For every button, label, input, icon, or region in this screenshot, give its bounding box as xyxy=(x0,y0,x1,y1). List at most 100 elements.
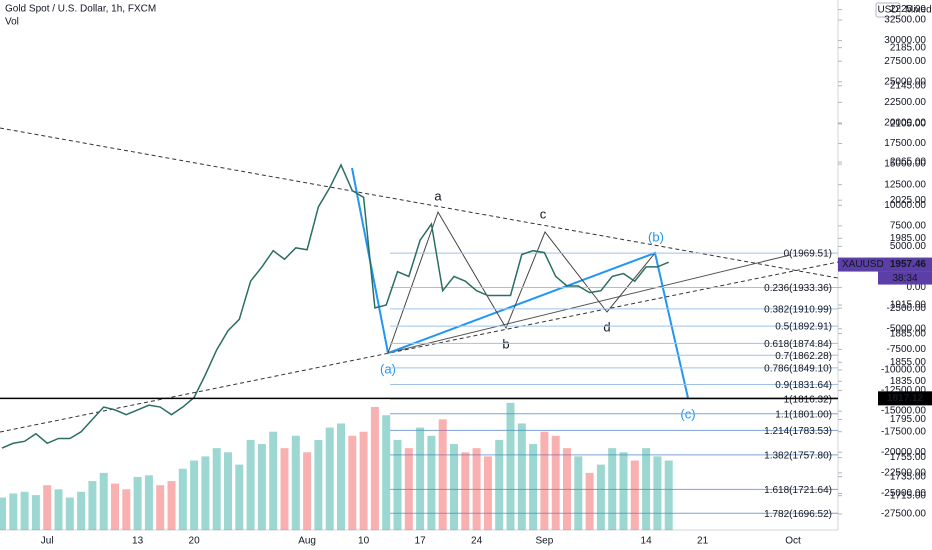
wave-label: d xyxy=(603,319,610,334)
volume-bar xyxy=(427,435,436,530)
y-tick-label: 2025.00 xyxy=(890,195,927,206)
x-tick-label: Oct xyxy=(785,536,801,547)
y-tick-label: 1855.00 xyxy=(890,357,927,368)
volume-bar xyxy=(133,476,142,530)
fib-label: 0.618(1874.84) xyxy=(764,339,832,350)
currency-label: USD xyxy=(877,5,898,16)
volume-bar xyxy=(280,448,289,530)
wave-label: (a) xyxy=(380,361,396,376)
fib-label: 1.214(1783.53) xyxy=(764,426,832,437)
volume-bar xyxy=(291,435,300,530)
fib-label: 0.5(1892.91) xyxy=(775,322,832,333)
volume-bar xyxy=(664,460,673,530)
x-tick-label: 20 xyxy=(189,536,201,547)
volume-bar xyxy=(9,493,18,530)
y-tick-label: 2065.00 xyxy=(890,157,927,168)
wave-label: (b) xyxy=(648,229,664,244)
volume-bar xyxy=(382,415,391,530)
fib-label: 0.236(1933.36) xyxy=(764,283,832,294)
x-tick-label: Aug xyxy=(298,536,316,547)
volume-bar xyxy=(450,444,458,530)
y-tick-label: 1715.00 xyxy=(890,490,927,501)
fib-label: 1.1(1801.00) xyxy=(775,409,832,420)
volume-bar xyxy=(551,435,560,530)
countdown-badge xyxy=(878,271,932,285)
y2-tick-label: 15000.00 xyxy=(884,159,926,170)
volume-bar xyxy=(246,439,255,530)
countdown-label: 38:34 xyxy=(892,273,917,284)
volume-bar xyxy=(619,452,628,530)
last-price-label: 1957.46 xyxy=(890,259,927,270)
fib-label: 1(1816.32) xyxy=(784,395,832,406)
volume-bar xyxy=(563,448,571,530)
symbol-badge xyxy=(838,257,932,272)
volume-bar xyxy=(224,452,232,530)
x-tick-label: 17 xyxy=(415,536,427,547)
symbol-label: XAUUSD xyxy=(842,259,884,270)
y2-tick-label: -12500.00 xyxy=(881,385,926,396)
volume-bar xyxy=(54,489,63,530)
indicator-label: Vol xyxy=(5,17,19,28)
price-line xyxy=(1,163,669,449)
chart-title: Gold Spot / U.S. Dollar, 1h, FXCM xyxy=(5,4,156,15)
volume-bar xyxy=(472,448,481,530)
y2-tick-label: -20000.00 xyxy=(881,447,926,458)
fib-label: 0.786(1849.10) xyxy=(764,363,832,374)
volume-bar xyxy=(99,472,108,530)
y-tick-label: 2225.00 xyxy=(890,4,927,15)
x-tick-label: Jul xyxy=(41,536,54,547)
volume-bar xyxy=(416,427,425,530)
y-tick-label: 1835.00 xyxy=(890,376,927,387)
volume-bar xyxy=(574,456,583,530)
volume-bar xyxy=(461,452,470,530)
scale-mode[interactable]: Mixed xyxy=(905,5,932,16)
trendline xyxy=(0,261,839,433)
volume-bar xyxy=(201,456,210,530)
volume-bar xyxy=(483,456,492,530)
volume-bar xyxy=(608,448,617,530)
y-tick-label: 1885.00 xyxy=(890,328,927,339)
volume-bar xyxy=(31,495,40,530)
volume-bar xyxy=(43,485,52,530)
y2-tick-label: -5000.00 xyxy=(887,323,927,334)
y2-tick-label: 27500.00 xyxy=(884,56,926,67)
volume-bar xyxy=(257,444,266,530)
fib-label: 0(1969.51) xyxy=(784,249,832,260)
currency-button[interactable] xyxy=(875,2,901,18)
volume-bar xyxy=(404,448,413,530)
volume-bar xyxy=(178,468,187,530)
y2-tick-label: 7500.00 xyxy=(890,220,927,231)
volume-bar xyxy=(303,452,312,530)
y2-tick-label: 32500.00 xyxy=(884,15,926,26)
volume-bar xyxy=(642,448,651,530)
volume-bar xyxy=(167,481,176,530)
y2-tick-label: 12500.00 xyxy=(884,179,926,190)
y2-tick-label: -10000.00 xyxy=(881,365,926,376)
volume-bar xyxy=(438,419,447,530)
y2-tick-label: -25000.00 xyxy=(881,488,926,499)
volume-bar xyxy=(529,444,538,530)
fib-label: 0.382(1910.99) xyxy=(764,304,832,315)
volume-bar xyxy=(495,439,504,530)
volume-bar xyxy=(190,460,199,530)
y-tick-label: 2145.00 xyxy=(890,80,927,91)
x-tick-label: 13 xyxy=(132,536,144,547)
y2-tick-label: -2500.00 xyxy=(887,303,927,314)
y2-tick-label: -7500.00 xyxy=(887,344,927,355)
y2-tick-label: 17500.00 xyxy=(884,138,926,149)
y2-tick-label: -22500.00 xyxy=(881,467,926,478)
volume-bar xyxy=(156,485,165,530)
volume-bar xyxy=(348,435,357,530)
y-tick-label: 1915.00 xyxy=(890,300,927,311)
wave-label: b xyxy=(502,336,509,351)
y-tick-label: 1735.00 xyxy=(890,471,927,482)
volume-bar xyxy=(269,431,278,530)
fib-label: 0.7(1862.28) xyxy=(775,351,832,362)
volume-bar xyxy=(144,475,153,530)
fib-label: 1.382(1757.80) xyxy=(764,451,832,462)
volume-bar xyxy=(370,406,379,530)
y2-tick-label: 10000.00 xyxy=(884,200,926,211)
volume-bar xyxy=(212,448,221,530)
